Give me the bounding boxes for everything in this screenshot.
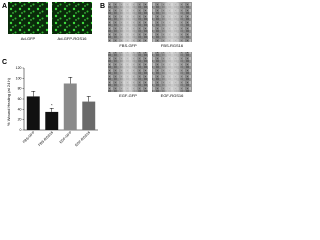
x-tick-label: EGF-GFP — [59, 130, 73, 144]
panel-label: C — [2, 59, 7, 66]
x-tick-label: EGF-RGS16 — [74, 130, 91, 147]
x-tick-label: FBS-GFP — [22, 130, 36, 144]
panel-label: B — [100, 3, 105, 10]
image-caption: Ad-GFP-RGS16 — [58, 36, 88, 41]
y-tick-label: 40 — [18, 107, 22, 111]
image-caption: Ad-GFP — [21, 36, 36, 41]
y-tick-label: 100 — [16, 76, 22, 80]
image-caption: EGF-RGS16 — [161, 93, 184, 98]
bar — [45, 111, 59, 130]
y-tick-label: 120 — [16, 66, 22, 70]
bar — [82, 101, 96, 130]
y-tick-label: 80 — [18, 87, 22, 91]
bar — [26, 96, 40, 130]
image-caption: FBS-RGS16 — [161, 43, 184, 48]
bar — [63, 83, 77, 130]
y-tick-label: 20 — [18, 118, 22, 122]
annotation: * — [51, 102, 53, 107]
image-caption: EGF-GFP — [119, 93, 137, 98]
y-tick-label: 60 — [18, 97, 22, 101]
wound-images — [108, 2, 192, 92]
y-axis-label: % Wound Healing (at 24 h) — [6, 77, 11, 126]
fluorescence-image — [8, 2, 48, 34]
y-tick-label: 0 — [20, 128, 22, 132]
panel-label: A — [2, 3, 7, 10]
fluorescence-image — [52, 2, 92, 34]
figure: A Ad-GFP Ad-GFP-RGS16 B FBS-GFP FBS-RGS1… — [2, 2, 192, 147]
x-tick-label: FBS-RGS16 — [38, 130, 55, 147]
image-caption: FBS-GFP — [119, 43, 137, 48]
